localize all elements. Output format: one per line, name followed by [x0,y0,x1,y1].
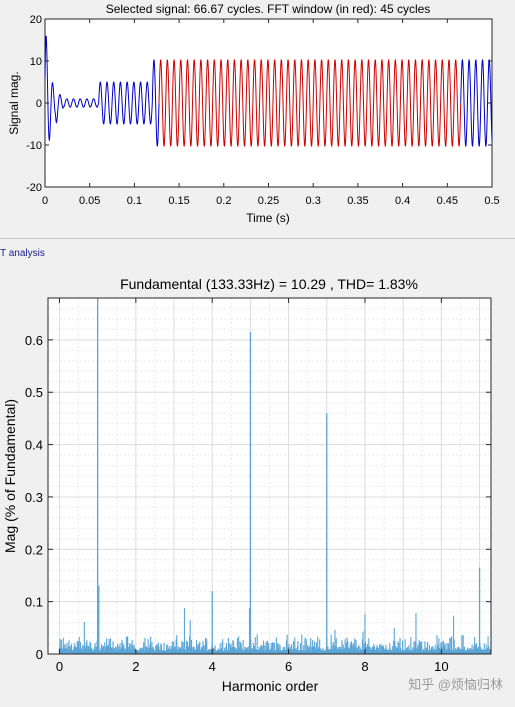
fft-ytick-label: 0.6 [25,333,43,348]
fft-xtick-label: 8 [361,659,368,674]
fft-ytick-label: 0.3 [25,490,43,505]
fft-xtick-label: 4 [209,659,216,674]
signal-ylabel: Signal mag. [7,71,21,134]
signal-xtick-label: 0.5 [484,195,499,207]
signal-xtick-label: 0.35 [347,195,368,207]
fft-analysis-panel-label: T analysis [0,248,45,259]
signal-xtick-label: 0.2 [216,195,231,207]
signal-ytick-label: 0 [36,98,42,110]
signal-plot-title: Selected signal: 66.67 cycles. FFT windo… [106,2,431,16]
signal-xtick-label: 0.3 [306,195,321,207]
fft-ytick-label: 0 [36,647,43,662]
signal-plot: Selected signal: 66.67 cycles. FFT windo… [7,2,500,225]
signal-xtick-label: 0.1 [127,195,142,207]
signal-xtick-label: 0.05 [79,195,100,207]
signal-ytick-label: -10 [26,140,42,152]
fft-xtick-label: 10 [434,659,448,674]
fft-ytick-label: 0.2 [25,542,43,557]
fft-ytick-label: 0.5 [25,385,43,400]
fft-ylabel: Mag (% of Fundamental) [2,399,18,553]
fft-xlabel: Harmonic order [222,678,319,694]
fft-xtick-label: 0 [56,659,63,674]
fft-ytick-label: 0.4 [25,438,43,453]
signal-xlabel: Time (s) [246,211,290,225]
signal-xtick-label: 0 [42,195,48,207]
fft-ytick-label: 0.1 [25,595,43,610]
fft-window-trace [158,59,462,147]
fft-xtick-label: 6 [285,659,292,674]
signal-xtick-label: 0.15 [168,195,189,207]
fft-plot-title: Fundamental (133.33Hz) = 10.29 , THD= 1.… [120,276,418,292]
panel-divider [0,238,515,239]
signal-xtick-label: 0.25 [258,195,279,207]
signal-ytick-label: 10 [30,56,42,68]
signal-ytick-label: -20 [26,182,42,194]
fft-plot: 0 0.1 0.2 0.3 0.4 0.5 0.6 0 2 4 6 8 10 Fundamental … [2,276,492,694]
signal-xtick-label: 0.45 [437,195,458,207]
signal-xtick-label: 0.4 [395,195,410,207]
signal-trace [44,35,160,147]
signal-ytick-label: 20 [30,14,42,26]
signal-trace-tail [460,59,493,147]
fft-xtick-label: 2 [132,659,139,674]
watermark: 知乎 @烦恼归林 [408,677,503,692]
